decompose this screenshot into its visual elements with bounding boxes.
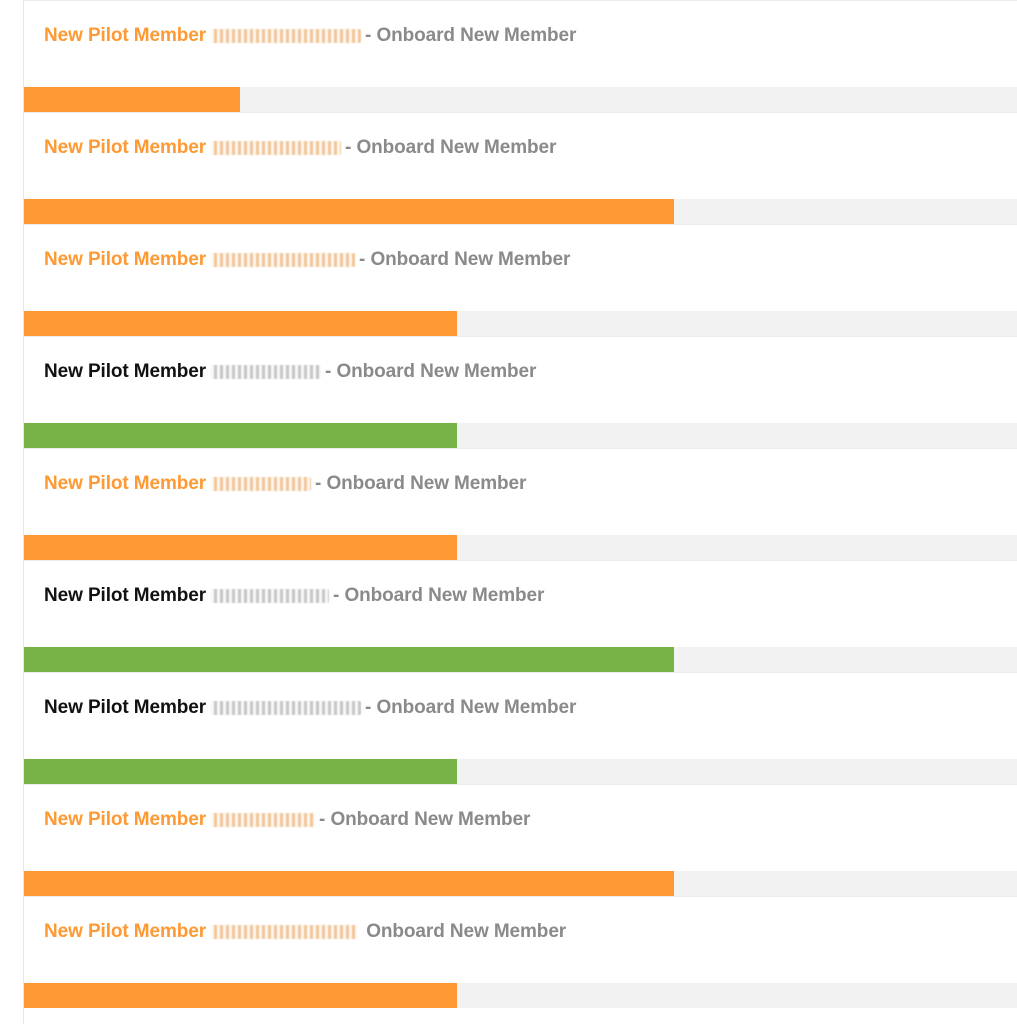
progress-fill — [24, 423, 458, 448]
task-separator: - — [325, 361, 332, 382]
task-separator: - — [345, 137, 352, 158]
task-action: Onboard New Member — [376, 25, 577, 46]
progress-bar — [24, 199, 1017, 224]
redacted-name — [211, 588, 330, 603]
task-action: Onboard New Member — [344, 585, 545, 606]
task-separator: - — [359, 249, 366, 270]
progress-fill — [24, 983, 458, 1008]
task-action: Onboard New Member — [376, 697, 577, 718]
task-separator: - — [333, 585, 340, 606]
task-separator: - — [365, 25, 372, 46]
progress-bar — [24, 535, 1017, 560]
task-row[interactable]: New Pilot Member - Onboard New Member — [24, 224, 1017, 336]
task-action: Onboard New Member — [370, 249, 571, 270]
redacted-name — [211, 140, 342, 155]
task-separator: - — [319, 809, 326, 830]
task-prefix: New Pilot Member — [44, 473, 207, 494]
redacted-name — [211, 364, 322, 379]
progress-fill — [24, 535, 458, 560]
progress-bar — [24, 423, 1017, 448]
task-row[interactable]: New Pilot Member - Onboard New Member — [24, 0, 1017, 112]
task-action: Onboard New Member — [366, 921, 567, 942]
redacted-name — [211, 700, 362, 715]
task-title[interactable]: New Pilot Member - Onboard New Member — [44, 137, 556, 159]
progress-fill — [24, 199, 675, 224]
task-title[interactable]: New Pilot Member - Onboard New Member — [44, 585, 544, 607]
task-row[interactable]: New Pilot Member - Onboard New Member — [24, 336, 1017, 448]
task-separator: - — [315, 473, 322, 494]
redacted-name — [211, 252, 356, 267]
task-prefix: New Pilot Member — [44, 809, 207, 830]
progress-bar — [24, 759, 1017, 784]
redacted-name — [211, 924, 358, 939]
task-title[interactable]: New Pilot Member - Onboard New Member — [44, 249, 570, 271]
task-action: Onboard New Member — [330, 809, 531, 830]
task-title[interactable]: New Pilot Member Onboard New Member — [44, 921, 566, 943]
task-prefix: New Pilot Member — [44, 697, 207, 718]
redacted-name — [211, 28, 362, 43]
progress-fill — [24, 311, 458, 336]
task-prefix: New Pilot Member — [44, 585, 207, 606]
progress-fill — [24, 87, 240, 112]
task-separator: - — [365, 697, 372, 718]
task-row[interactable]: New Pilot Member Onboard New Member — [24, 896, 1017, 1008]
progress-bar — [24, 983, 1017, 1008]
task-title[interactable]: New Pilot Member - Onboard New Member — [44, 361, 536, 383]
task-row[interactable]: New Pilot Member - Onboard New Member — [24, 672, 1017, 784]
task-action: Onboard New Member — [356, 137, 557, 158]
redacted-name — [211, 812, 316, 827]
task-title[interactable]: New Pilot Member - Onboard New Member — [44, 473, 526, 495]
task-prefix: New Pilot Member — [44, 361, 207, 382]
task-action: Onboard New Member — [336, 361, 537, 382]
progress-fill — [24, 647, 675, 672]
task-prefix: New Pilot Member — [44, 25, 207, 46]
progress-fill — [24, 759, 458, 784]
task-title[interactable]: New Pilot Member - Onboard New Member — [44, 809, 530, 831]
task-title[interactable]: New Pilot Member - Onboard New Member — [44, 25, 576, 47]
task-prefix: New Pilot Member — [44, 921, 207, 942]
task-row[interactable]: New Pilot Member - Onboard New Member — [24, 448, 1017, 560]
task-action: Onboard New Member — [326, 473, 527, 494]
progress-bar — [24, 871, 1017, 896]
task-prefix: New Pilot Member — [44, 137, 207, 158]
task-row[interactable]: New Pilot Member - Onboard New Member — [24, 560, 1017, 672]
task-title[interactable]: New Pilot Member - Onboard New Member — [44, 697, 576, 719]
progress-bar — [24, 87, 1017, 112]
task-row[interactable]: New Pilot Member - Onboard New Member — [24, 784, 1017, 896]
task-list: New Pilot Member - Onboard New Member New… — [23, 0, 1017, 1024]
task-row[interactable]: New Pilot Member - Onboard New Member — [24, 112, 1017, 224]
progress-fill — [24, 871, 675, 896]
task-prefix: New Pilot Member — [44, 249, 207, 270]
redacted-name — [211, 476, 312, 491]
progress-bar — [24, 647, 1017, 672]
progress-bar — [24, 311, 1017, 336]
